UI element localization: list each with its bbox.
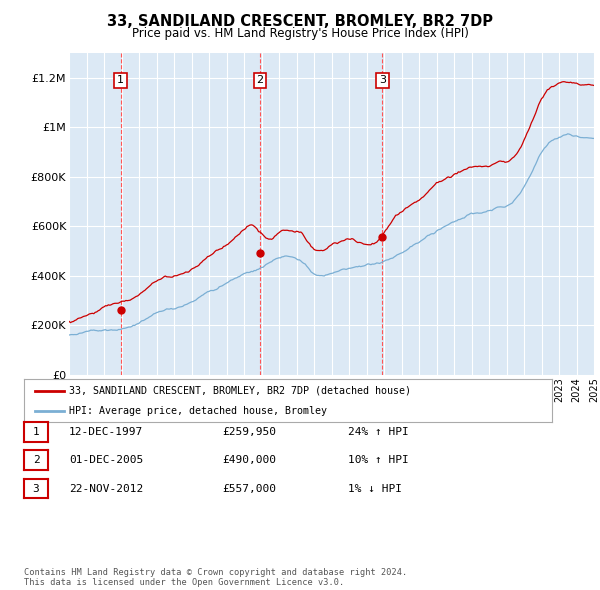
Text: 10% ↑ HPI: 10% ↑ HPI — [348, 455, 409, 465]
Text: 3: 3 — [379, 76, 386, 86]
Text: 1% ↓ HPI: 1% ↓ HPI — [348, 484, 402, 493]
Text: 1: 1 — [32, 427, 40, 437]
Text: HPI: Average price, detached house, Bromley: HPI: Average price, detached house, Brom… — [69, 407, 327, 416]
Text: 33, SANDILAND CRESCENT, BROMLEY, BR2 7DP (detached house): 33, SANDILAND CRESCENT, BROMLEY, BR2 7DP… — [69, 386, 411, 396]
Text: 01-DEC-2005: 01-DEC-2005 — [69, 455, 143, 465]
Text: 1: 1 — [117, 76, 124, 86]
Text: £490,000: £490,000 — [222, 455, 276, 465]
Text: 2: 2 — [32, 455, 40, 465]
Text: 24% ↑ HPI: 24% ↑ HPI — [348, 427, 409, 437]
Text: 3: 3 — [32, 484, 40, 493]
Text: 33, SANDILAND CRESCENT, BROMLEY, BR2 7DP: 33, SANDILAND CRESCENT, BROMLEY, BR2 7DP — [107, 14, 493, 29]
Text: £557,000: £557,000 — [222, 484, 276, 493]
Text: 22-NOV-2012: 22-NOV-2012 — [69, 484, 143, 493]
Text: Price paid vs. HM Land Registry's House Price Index (HPI): Price paid vs. HM Land Registry's House … — [131, 27, 469, 40]
Text: 12-DEC-1997: 12-DEC-1997 — [69, 427, 143, 437]
Text: 2: 2 — [257, 76, 263, 86]
Text: Contains HM Land Registry data © Crown copyright and database right 2024.
This d: Contains HM Land Registry data © Crown c… — [24, 568, 407, 587]
Text: £259,950: £259,950 — [222, 427, 276, 437]
